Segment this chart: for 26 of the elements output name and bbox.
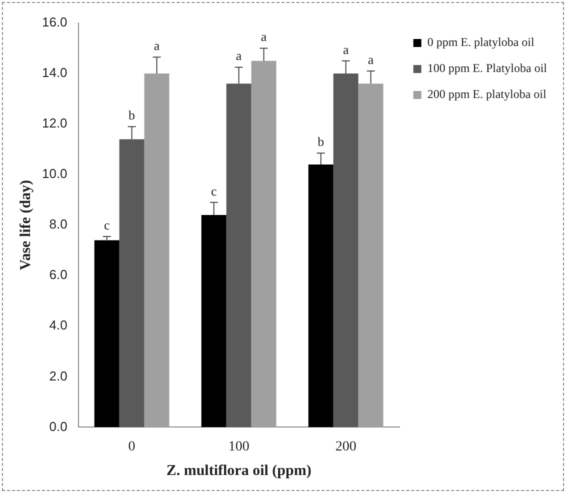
x-tick-label: 0 — [128, 439, 136, 454]
y-tick-label: 2.0 — [49, 368, 68, 384]
y-tick-label: 8.0 — [49, 216, 68, 232]
legend-label: 200 ppm E. platyloba oil — [427, 87, 547, 102]
x-tick-label: 100 — [228, 439, 250, 454]
y-tick-label: 0.0 — [49, 418, 68, 434]
y-axis-title: Vase life (day) — [18, 180, 34, 270]
x-axis-title: Z. multiflora oil (ppm) — [166, 462, 312, 479]
y-tick-label: 4.0 — [49, 318, 68, 333]
data-label: b — [318, 134, 324, 150]
data-label: a — [236, 48, 242, 64]
y-tick-label: 12.0 — [42, 116, 68, 131]
legend-label: 0 ppm E. platyloba oil — [427, 35, 535, 50]
data-label: b — [128, 108, 136, 122]
data-label: a — [342, 42, 349, 57]
y-tick-label: 10.0 — [42, 166, 68, 182]
legend-label: 100 ppm E. Platyloba oil — [427, 61, 548, 76]
x-tick-label: 200 — [335, 439, 356, 454]
data-label: a — [368, 52, 374, 67]
data-label: a — [154, 38, 160, 54]
data-label: c — [104, 217, 110, 232]
y-tick-label: 14.0 — [42, 65, 68, 80]
y-tick-label: 16.0 — [42, 14, 68, 30]
y-tick-label: 6.0 — [49, 267, 68, 282]
data-label: c — [210, 183, 217, 198]
data-label: a — [260, 29, 267, 44]
